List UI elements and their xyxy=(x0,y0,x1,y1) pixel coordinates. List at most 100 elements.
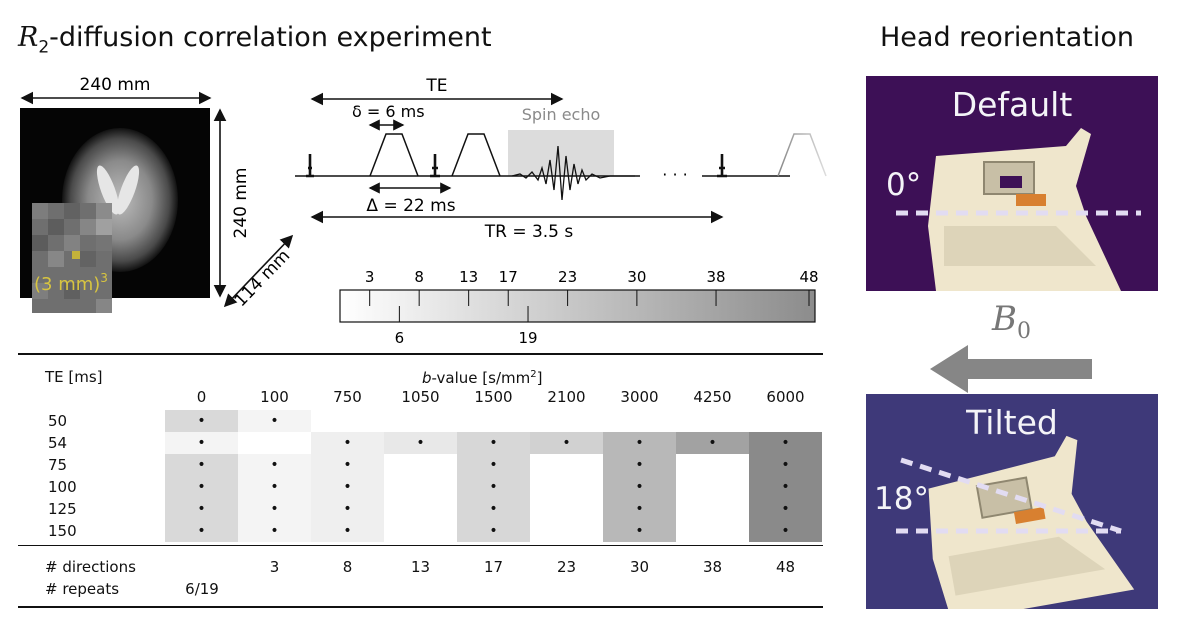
directions-value: 13 xyxy=(410,558,431,576)
repeats-value: 6/19 xyxy=(185,580,219,598)
pulse-sequence-diagram: TE δ = 6 ms Spin echo · · · Δ = 22 ms TR… xyxy=(295,76,827,242)
te-row-label: 50 xyxy=(48,412,68,430)
table-cell-shade xyxy=(603,454,676,476)
scale-tick-label-top: 23 xyxy=(558,268,577,286)
table-cell-shade xyxy=(530,432,603,454)
te-header: TE [ms] xyxy=(45,368,103,386)
spin-echo-box xyxy=(508,130,614,176)
acquisition-dot: • xyxy=(343,457,352,473)
diffusion-gradient-1 xyxy=(369,133,419,177)
acquisition-dot: • xyxy=(270,479,279,495)
directions-value: 8 xyxy=(342,558,353,576)
directions-value: 23 xyxy=(556,558,577,576)
table-cell-shade xyxy=(165,476,238,498)
scale-tick-label-top: 48 xyxy=(799,268,818,286)
brain-fov-figure: 240 mm 114 mm 240 mm (3 mm)3 xyxy=(20,75,294,313)
rf-pulse-90 xyxy=(306,154,314,178)
head-coil-tilted xyxy=(896,435,1135,609)
table-cell-shade xyxy=(749,520,822,542)
rf-pulse-180 xyxy=(430,154,440,178)
table-cell-shade xyxy=(457,432,530,454)
acquisition-dot: • xyxy=(489,523,498,539)
b-value-column-header: 0 xyxy=(196,388,207,406)
acquisition-dot: • xyxy=(270,413,279,429)
delta-small-label: δ = 6 ms xyxy=(352,102,425,121)
diffusion-gradient-2 xyxy=(451,133,501,177)
scale-bar xyxy=(339,289,816,323)
experiment-title: R2-diffusion correlation experiment xyxy=(18,22,492,58)
direction-scale: 3 8 13 17 23 30 38 486 19 xyxy=(339,268,819,347)
table-cell-shade xyxy=(238,410,311,432)
b-value-column-header: 4250 xyxy=(693,388,732,406)
b-value-column-header: 1500 xyxy=(474,388,513,406)
acquisition-dot: • xyxy=(270,457,279,473)
acquisition-dot: • xyxy=(197,501,206,517)
acquisition-dot: • xyxy=(781,501,790,517)
scale-tick-label-top: 3 xyxy=(365,268,375,286)
head-reorientation-title: Head reorientation xyxy=(880,22,1134,53)
b-value-column-header: 3000 xyxy=(620,388,659,406)
default-orientation-panel: Default 0° xyxy=(866,76,1158,291)
acquisition-dot: • xyxy=(416,435,425,451)
table-cell-shade xyxy=(749,476,822,498)
b-value-header: b-value [s/mm2] xyxy=(422,369,543,387)
table-bottom-rule xyxy=(18,606,823,608)
acquisition-dot: • xyxy=(489,501,498,517)
table-cell-shade xyxy=(603,520,676,542)
acquisition-dot: • xyxy=(197,457,206,473)
voxel-marker xyxy=(72,251,80,259)
table-cell-shade xyxy=(165,520,238,542)
head-coil-default xyxy=(896,128,1141,291)
te-label: TE xyxy=(425,76,447,96)
table-cell-shade xyxy=(749,498,822,520)
acquisition-dot: • xyxy=(708,435,717,451)
sequence-ellipsis: · · · xyxy=(662,165,687,184)
table-cell-shade xyxy=(676,432,749,454)
acquisition-dot: • xyxy=(343,479,352,495)
table-cell-shade xyxy=(457,520,530,542)
tilted-orientation-panel: Tilted 18° xyxy=(866,394,1158,609)
acquisition-dot: • xyxy=(343,435,352,451)
scale-tick-label-bottom: 19 xyxy=(518,329,537,347)
table-cell-shade xyxy=(603,498,676,520)
directions-value: 38 xyxy=(702,558,723,576)
acquisition-dot: • xyxy=(489,457,498,473)
directions-value: 48 xyxy=(775,558,796,576)
acquisition-dot: • xyxy=(635,457,644,473)
b0-label: ⃗B0 xyxy=(992,299,1031,344)
rf-pulse-next xyxy=(717,154,727,178)
acquisition-dot: • xyxy=(635,435,644,451)
acquisition-dot: • xyxy=(197,435,206,451)
b-value-column-header: 100 xyxy=(260,388,289,406)
repeats-label: # repeats xyxy=(45,580,120,598)
delta-big-label: Δ = 22 ms xyxy=(366,196,455,216)
table-cell-shade xyxy=(457,476,530,498)
acquisition-dot: • xyxy=(489,435,498,451)
directions-value: 30 xyxy=(629,558,650,576)
scale-tick-label-bottom: 6 xyxy=(395,329,405,347)
diffusion-gradient-next xyxy=(777,133,827,177)
table-cell-shade xyxy=(311,454,384,476)
fov-height-label: 240 mm xyxy=(231,168,251,239)
acquisition-dot: • xyxy=(197,523,206,539)
te-row-label: 100 xyxy=(48,478,77,496)
voxel-size-label: (3 mm)3 xyxy=(34,271,108,295)
table-cell-shade xyxy=(749,454,822,476)
te-row-label: 54 xyxy=(48,434,68,452)
acquisition-dot: • xyxy=(270,523,279,539)
default-angle: 0° xyxy=(886,167,922,203)
table-cell-shade xyxy=(165,432,238,454)
spin-echo-label: Spin echo xyxy=(522,105,601,124)
table-mid-rule xyxy=(18,545,823,546)
acquisition-dot: • xyxy=(270,501,279,517)
te-row-label: 150 xyxy=(48,522,77,540)
b-value-column-header: 750 xyxy=(333,388,362,406)
table-cell-shade xyxy=(238,476,311,498)
table-cell-shade xyxy=(238,454,311,476)
table-cell-shade xyxy=(165,498,238,520)
fov-width-label: 240 mm xyxy=(80,75,151,95)
scale-tick-label-top: 30 xyxy=(627,268,646,286)
acquisition-dot: • xyxy=(562,435,571,451)
tilted-label: Tilted xyxy=(966,403,1058,442)
table-cell-shade xyxy=(457,454,530,476)
